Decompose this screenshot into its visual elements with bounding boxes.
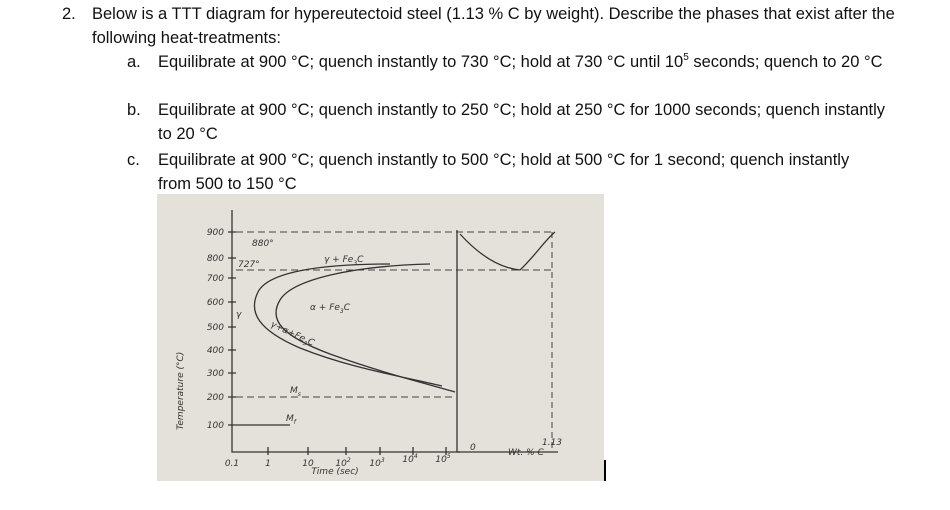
subscript: 3	[340, 308, 344, 315]
item-text-part: Equilibrate at 900 °C; quench instantly …	[158, 53, 684, 71]
item-label: c.	[127, 151, 140, 169]
base: 10	[402, 455, 414, 465]
phase-label: γ	[236, 310, 242, 320]
item-text: Equilibrate at 900 °C; quench instantly …	[158, 101, 885, 143]
y-tick-label: 200	[207, 393, 224, 403]
y-tick-label: 400	[207, 346, 224, 356]
start-curve	[253, 263, 443, 387]
y-tick-label: 100	[207, 421, 224, 431]
question-text: Below is a TTT diagram for hypereutectoi…	[92, 5, 895, 47]
photo-background	[157, 194, 604, 481]
x-tick-label: 0.1	[225, 459, 239, 469]
ms-label: Ms	[290, 386, 301, 398]
item-text: Equilibrate at 900 °C; quench instantly …	[158, 50, 918, 74]
exponent: 3	[381, 457, 385, 464]
x-tick-label: 1	[265, 459, 271, 469]
x-tick-label: 104	[402, 453, 417, 465]
composition-axis-title: Wt. % C	[508, 448, 545, 458]
y-tick-label: 800	[207, 254, 224, 264]
phase-text: C	[306, 337, 317, 349]
base: 10	[369, 459, 381, 469]
x-tick-label: 105	[435, 453, 450, 465]
x-axis-title: Time (sec)	[311, 467, 358, 477]
composition-tick-label: 0	[470, 443, 476, 453]
label-727: 727°	[238, 260, 260, 270]
base: 10	[335, 459, 347, 469]
x-tick-label: 10	[302, 459, 314, 469]
composition-tick-label: 1.13	[542, 438, 562, 448]
y-tick-label: 900	[207, 228, 224, 238]
mf-label: Mf	[286, 414, 297, 426]
item-text-part: seconds; quench to 20 °C	[688, 53, 883, 71]
superscript: 5	[683, 52, 689, 63]
item-label: a.	[127, 53, 141, 71]
label-880: 880°	[252, 239, 274, 249]
y-tick-label: 300	[207, 369, 224, 379]
subscript: s	[298, 391, 301, 398]
question-number: 2.	[62, 5, 76, 23]
phase-text: C	[357, 255, 364, 265]
composition-axes	[456, 230, 558, 453]
phase-label: γ + Fe3C	[324, 255, 364, 267]
exponent: 4	[414, 453, 418, 460]
temperature-line	[236, 231, 552, 271]
subscript: f	[294, 419, 297, 426]
exponent: 5	[447, 453, 451, 460]
phase-label: α + Fe3C	[310, 303, 351, 315]
phase-text: C	[344, 303, 351, 313]
y-tick-label: 500	[207, 323, 224, 333]
subscript: 3	[301, 340, 308, 348]
y-ticks	[228, 231, 447, 455]
item-label: b.	[127, 101, 141, 119]
x-tick-label: 103	[369, 457, 384, 469]
mf-text: M	[286, 414, 294, 424]
exponent: 2	[347, 457, 351, 464]
finish-curve	[275, 263, 456, 393]
item-text: Equilibrate at 900 °C; quench instantly …	[158, 151, 850, 193]
phase-text: γ + Fe	[324, 255, 354, 265]
y-tick-label: 600	[207, 298, 224, 308]
phase-boundary	[459, 231, 556, 271]
axes	[231, 210, 460, 453]
ms-text: M	[290, 386, 298, 396]
y-tick-label: 700	[207, 274, 224, 284]
subscript: 3	[353, 260, 357, 267]
x-tick-label: 102	[335, 457, 350, 469]
base: 10	[435, 455, 447, 465]
y-axis-title: Temperature (°C)	[176, 352, 186, 430]
phase-text: α + Fe	[310, 303, 340, 313]
